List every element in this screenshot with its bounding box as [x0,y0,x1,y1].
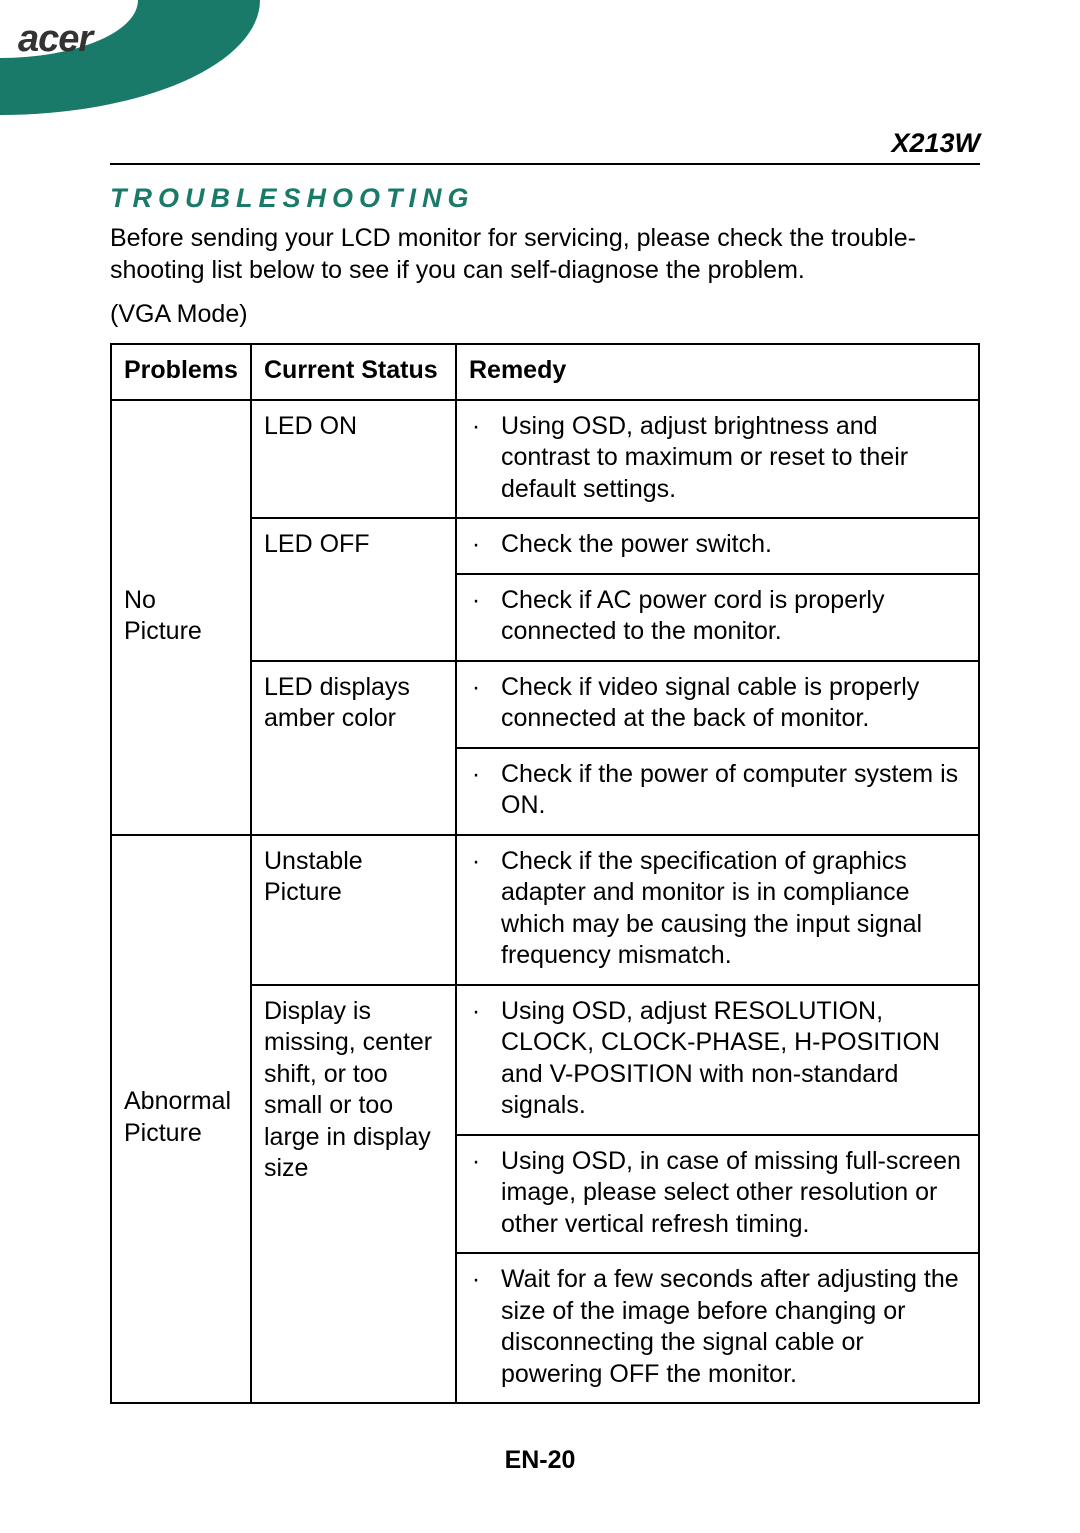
cell-remedy: · Check the power switch. [456,518,979,574]
table-row: No Picture LED ON ·Using OSD, adjust bri… [111,400,979,519]
header-remedy: Remedy [456,344,979,400]
remedy-text: Check if AC power cord is properly conne… [501,585,966,648]
cell-remedy: ·Wait for a few seconds after adjusting … [456,1253,979,1403]
page-number: EN-20 [0,1446,1080,1475]
cell-status: Unstable Picture [251,835,456,985]
cell-status: LED displays amber color [251,661,456,835]
cell-status: LED ON [251,400,456,519]
remedy-text: Using OSD, adjust brightness and contras… [501,411,966,506]
cell-remedy: · Check if AC power cord is properly conn… [456,574,979,661]
cell-remedy: ·Using OSD, in case of missing full-scre… [456,1135,979,1254]
bullet-icon: · [469,411,483,506]
troubleshooting-table: Problems Current Status Remedy No Pictur… [110,343,980,1404]
remedy-text: Check if the specification of graphics a… [501,846,966,972]
cell-remedy: ·Check if the specification of graphics … [456,835,979,985]
remedy-text: Using OSD, adjust RESOLUTION, CLOCK, CLO… [501,996,966,1122]
remedy-text: Wait for a few seconds after adjusting t… [501,1264,966,1390]
bullet-icon: · [469,1264,483,1390]
cell-problem: No Picture [111,400,251,835]
mode-label: (VGA Mode) [110,300,980,329]
model-label: X213W [891,128,980,158]
section-title: TROUBLESHOOTING [110,183,980,214]
remedy-text: Check if video signal cable is properly … [501,672,966,735]
cell-problem: Abnormal Picture [111,835,251,1404]
cell-remedy: ·Using OSD, adjust brightness and contra… [456,400,979,519]
model-row: X213W [110,128,980,165]
cell-status: Display is missing, center shift, or too… [251,985,456,1404]
cell-remedy: · Check if video signal cable is properly… [456,661,979,748]
bullet-icon: · [469,1146,483,1241]
manual-page: acer X213W TROUBLESHOOTING Before sendin… [0,0,1080,1533]
header-status: Current Status [251,344,456,400]
page-content: X213W TROUBLESHOOTING Before sending you… [110,128,980,1404]
cell-status: LED OFF [251,518,456,661]
remedy-text: Using OSD, in case of missing full-scree… [501,1146,966,1241]
header-problems: Problems [111,344,251,400]
table-header-row: Problems Current Status Remedy [111,344,979,400]
bullet-icon: · [469,846,483,972]
bullet-icon: · [469,529,483,561]
cell-remedy: ·Using OSD, adjust RESOLUTION, CLOCK, CL… [456,985,979,1135]
brand-logo: acer [18,18,92,61]
bullet-icon: · [469,759,483,822]
table-row: Abnormal Picture Unstable Picture ·Check… [111,835,979,985]
bullet-icon: · [469,996,483,1122]
bullet-icon: · [469,672,483,735]
bullet-icon: · [469,585,483,648]
intro-text: Before sending your LCD monitor for serv… [110,222,980,286]
remedy-text: Check if the power of computer system is… [501,759,966,822]
remedy-text: Check the power switch. [501,529,966,561]
cell-remedy: · Check if the power of computer system i… [456,748,979,835]
